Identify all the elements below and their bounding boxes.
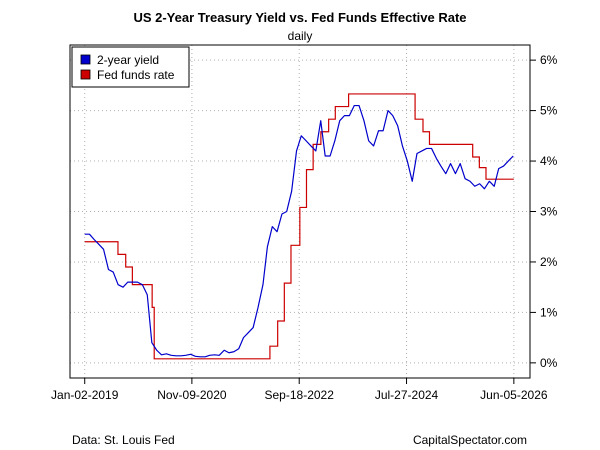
chart-title: US 2-Year Treasury Yield vs. Fed Funds E… (133, 10, 466, 25)
legend-label-2-year-yield: 2-year yield (97, 53, 159, 67)
y-tick-label: 2% (540, 255, 558, 269)
series-fed-funds-rate-line (84, 93, 514, 360)
series-layer (84, 93, 514, 360)
legend: 2-year yield Fed funds rate (71, 46, 190, 88)
x-tick-label: Nov-09-2020 (157, 388, 227, 402)
y-tick-label: 4% (540, 154, 558, 168)
x-tick-label: Jun-05-2026 (480, 388, 548, 402)
axis-layer: Jan-02-2019 Nov-09-2020 Sep-18-2022 Jul-27-… (51, 53, 558, 402)
legend-swatch-fed-funds-rate (80, 69, 91, 80)
legend-label-fed-funds-rate: Fed funds rate (97, 68, 175, 82)
series-2-year-yield-line (84, 104, 514, 358)
y-tick-label: 0% (540, 356, 558, 370)
x-tick-label: Sep-18-2022 (265, 388, 335, 402)
website-label: CapitalSpectator.com (413, 433, 527, 447)
chart-subtitle: daily (288, 29, 313, 43)
y-tick-label: 5% (540, 104, 558, 118)
source-label: Data: St. Louis Fed (72, 433, 175, 447)
x-tick-label: Jan-02-2019 (51, 388, 119, 402)
x-tick-label: Jul-27-2024 (375, 388, 439, 402)
y-tick-label: 6% (540, 53, 558, 67)
legend-swatch-2-year-yield (80, 54, 91, 65)
y-tick-label: 1% (540, 305, 558, 319)
y-tick-label: 3% (540, 205, 558, 219)
legend-box (71, 46, 190, 88)
